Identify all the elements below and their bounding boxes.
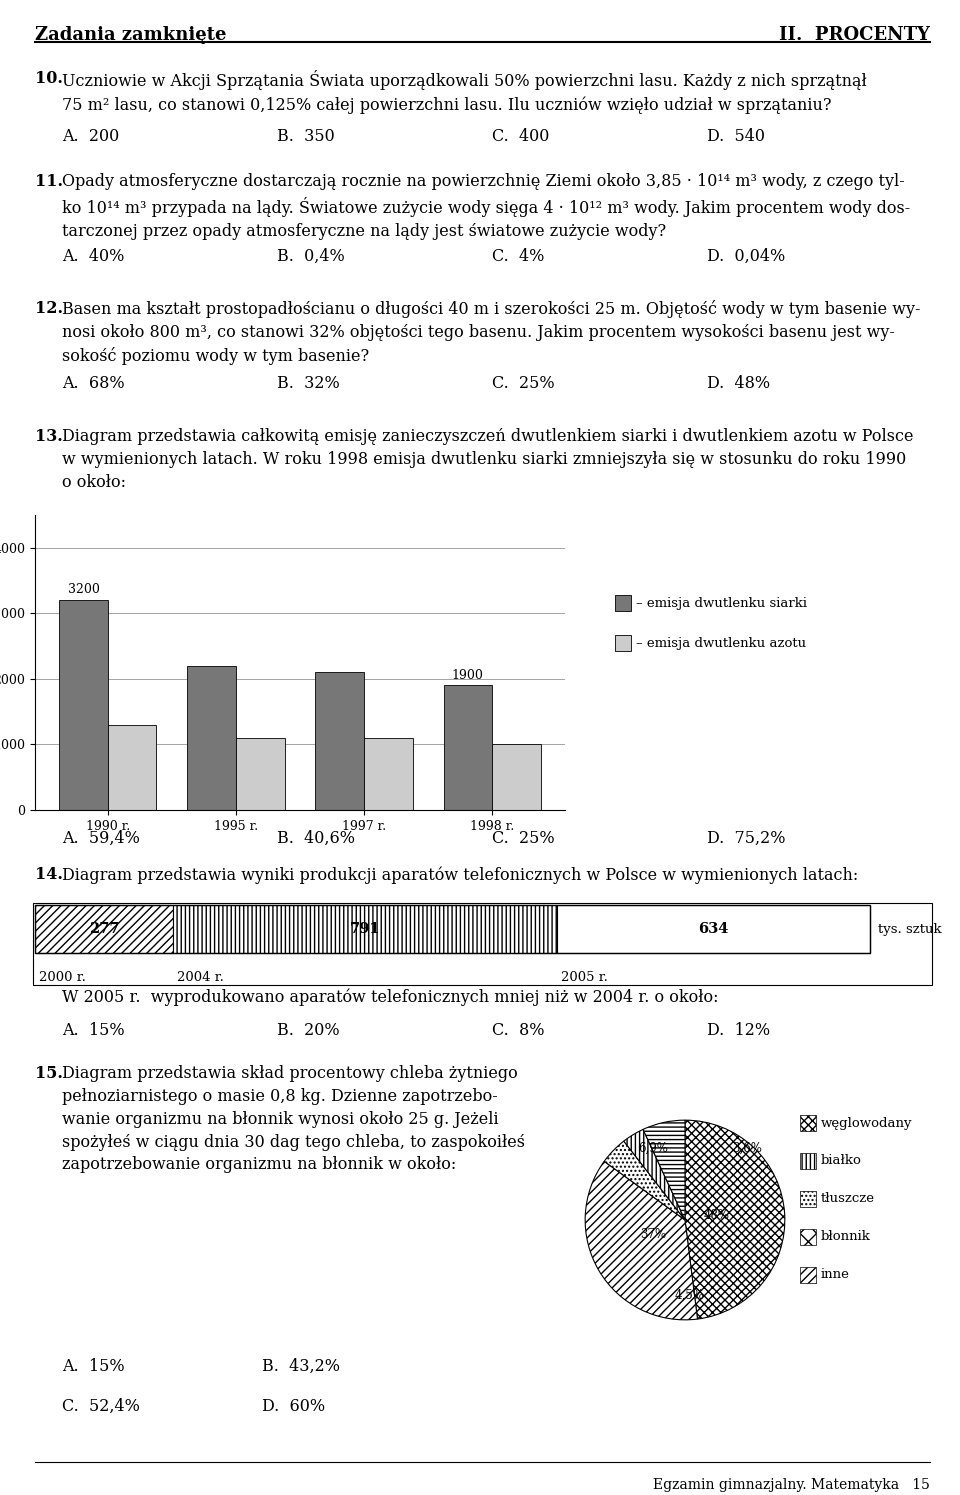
Bar [615,635,631,650]
Text: B.  0,4%: B. 0,4% [277,248,345,265]
Text: W 2005 r.  wyprodukowano aparatów telefonicznych mniej niż w 2004 r. o około:: W 2005 r. wyprodukowano aparatów telefon… [62,988,718,1006]
Text: 3,6%: 3,6% [732,1142,762,1154]
Text: B.  32%: B. 32% [277,375,340,392]
Text: – emisja dwutlenku azotu: – emisja dwutlenku azotu [636,637,806,650]
Text: II.  PROCENTY: II. PROCENTY [780,25,930,43]
Text: 48%: 48% [704,1208,730,1221]
Text: Diagram przedstawia skład procentowy chleba żytniego
pełnoziarnistego o masie 0,: Diagram przedstawia skład procentowy chl… [62,1064,525,1174]
Bar [800,1115,816,1132]
Text: A.  15%: A. 15% [62,1023,125,1039]
Text: inne: inne [821,1268,850,1281]
Wedge shape [685,1120,785,1319]
Bar [444,685,492,810]
Text: D.  48%: D. 48% [707,375,770,392]
Text: B.  40,6%: B. 40,6% [277,830,355,848]
Text: 791: 791 [349,922,380,936]
Bar [800,1153,816,1169]
Bar [60,599,108,810]
Text: 2004 r.: 2004 r. [177,970,224,984]
Bar [615,595,631,611]
Wedge shape [624,1129,685,1220]
Text: D.  60%: D. 60% [262,1398,325,1414]
Text: Uczniowie w Akcji Sprzątania Świata uporządkowali 50% powierzchni lasu. Każdy z : Uczniowie w Akcji Sprzątania Świata upor… [62,70,867,114]
Text: B.  350: B. 350 [277,129,335,145]
Text: B.  20%: B. 20% [277,1023,340,1039]
Text: 12.: 12. [35,300,63,317]
Bar [364,739,413,810]
Text: D.  12%: D. 12% [707,1023,770,1039]
Bar [492,745,540,810]
Text: 14.: 14. [35,866,62,884]
Bar [236,739,284,810]
Bar [33,903,932,985]
Text: 1900: 1900 [452,668,484,682]
Bar [557,904,870,952]
Wedge shape [643,1120,685,1220]
Text: C.  25%: C. 25% [492,830,555,848]
Text: D.  540: D. 540 [707,129,765,145]
Text: D.  0,04%: D. 0,04% [707,248,785,265]
Text: tłuszcze: tłuszcze [821,1193,875,1205]
Text: 2005 r.: 2005 r. [561,970,608,984]
Bar [316,673,364,810]
Text: białko: białko [821,1154,862,1168]
Text: Opady atmosferyczne dostarczają rocznie na powierzchnię Ziemi około 3,85 · 10¹⁴ : Opady atmosferyczne dostarczają rocznie … [62,173,910,241]
Text: 10.: 10. [35,70,62,87]
Text: 13.: 13. [35,428,62,446]
Text: A.  68%: A. 68% [62,375,125,392]
Bar [108,725,156,810]
Text: B.  43,2%: B. 43,2% [262,1357,340,1375]
Text: C.  52,4%: C. 52,4% [62,1398,140,1414]
Text: 2000 r.: 2000 r. [39,970,85,984]
Text: C.  25%: C. 25% [492,375,555,392]
Bar [187,665,236,810]
Text: C.  4%: C. 4% [492,248,544,265]
Bar [800,1266,816,1283]
Text: A.  40%: A. 40% [62,248,125,265]
Text: Egzamin gimnazjalny. Matematyka   15: Egzamin gimnazjalny. Matematyka 15 [653,1479,930,1492]
Bar [35,904,870,952]
Text: A.  200: A. 200 [62,129,119,145]
Text: węglowodany: węglowodany [821,1117,913,1130]
Text: 11.: 11. [35,173,63,190]
Bar [35,904,173,952]
Text: C.  8%: C. 8% [492,1023,544,1039]
Text: Diagram przedstawia wyniki produkcji aparatów telefonicznych w Polsce w wymienio: Diagram przedstawia wyniki produkcji apa… [62,866,858,884]
Text: D.  75,2%: D. 75,2% [707,830,785,848]
Text: błonnik: błonnik [821,1230,871,1244]
Text: Zadania zamknięte: Zadania zamknięte [35,25,227,43]
Text: Diagram przedstawia całkowitą emisję zanieczyszczeń dwutlenkiem siarki i dwutlen: Diagram przedstawia całkowitą emisję zan… [62,428,914,490]
Wedge shape [604,1141,685,1220]
Bar [800,1192,816,1206]
Text: 37%: 37% [640,1229,666,1241]
Bar [800,1229,816,1245]
Text: 634: 634 [698,922,729,936]
Text: – emisja dwutlenku siarki: – emisja dwutlenku siarki [636,597,807,610]
Text: 6,9%: 6,9% [638,1142,668,1154]
Text: C.  400: C. 400 [492,129,549,145]
Bar [173,904,557,952]
Text: A.  15%: A. 15% [62,1357,125,1375]
Text: 3200: 3200 [67,583,100,597]
Text: 15.: 15. [35,1064,62,1082]
Text: 4,5%: 4,5% [675,1289,705,1301]
Text: Basen ma kształt prostopadłościanu o długości 40 m i szerokości 25 m. Objętość w: Basen ma kształt prostopadłościanu o dłu… [62,300,921,365]
Text: A.  59,4%: A. 59,4% [62,830,140,848]
Text: tys. sztuk: tys. sztuk [878,922,942,936]
Text: 277: 277 [88,922,119,936]
Wedge shape [586,1162,698,1320]
